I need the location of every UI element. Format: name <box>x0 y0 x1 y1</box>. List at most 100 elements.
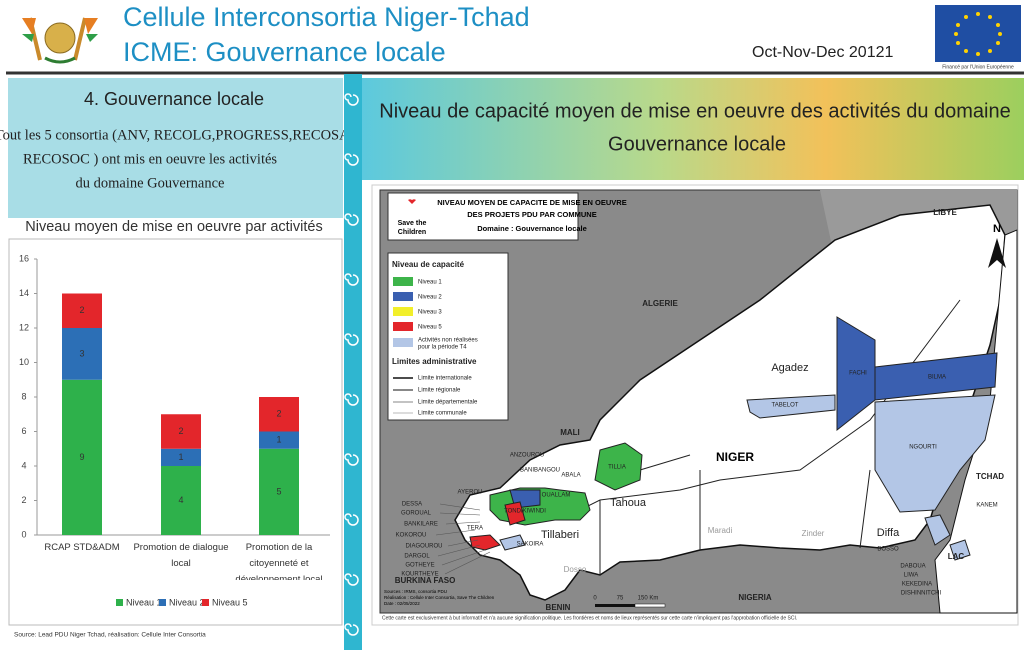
bar-segment <box>259 431 299 449</box>
panel-box <box>8 78 343 218</box>
bar-segment <box>161 466 201 535</box>
map-label: LIBYE <box>933 208 957 217</box>
map-title: DES PROJETS PDU PAR COMMUNE <box>467 210 596 219</box>
legend-label: Niveau 3 <box>418 310 442 316</box>
y-tick-label: 10 <box>19 357 29 367</box>
bar-segment <box>161 448 201 466</box>
y-tick-label: 6 <box>21 426 26 436</box>
legend-swatch <box>202 599 209 606</box>
map-label: ALGERIE <box>642 299 678 308</box>
scale-label: 0 <box>593 596 597 602</box>
panel-text: du domaine Gouvernance <box>76 175 225 191</box>
map-label: BANKILARE <box>404 522 438 528</box>
map-legend-title: Niveau de capacité <box>392 260 465 269</box>
map-label: BURKINA FASO <box>395 576 456 585</box>
legend-swatch <box>159 599 166 606</box>
panel-text: RECOSOC ) ont mis en oeuvre les activité… <box>23 151 277 167</box>
decor-strip <box>344 74 362 650</box>
value-label: 1 <box>178 452 183 462</box>
y-tick-label: 16 <box>19 253 29 263</box>
y-tick-label: 12 <box>19 322 29 332</box>
map-label: GOTHEYE <box>405 563 434 569</box>
value-label: 2 <box>79 305 84 315</box>
scale-label: 75 <box>617 596 624 602</box>
map-label: Maradi <box>708 526 733 535</box>
legend-label: Niveau 2 <box>169 597 205 607</box>
value-label: 3 <box>79 348 84 358</box>
bar-segment <box>62 328 102 380</box>
map-label: Zinder <box>802 529 825 538</box>
x-tick-label-box: Promotion de dialogue local <box>133 542 229 569</box>
map-label: MALI <box>560 428 580 437</box>
y-tick-label: 2 <box>21 495 26 505</box>
eu-flag <box>935 5 1021 62</box>
bar-segment <box>62 293 102 328</box>
y-tick-label: 8 <box>21 391 26 401</box>
map-label: NGOURTI <box>909 445 937 451</box>
legend-swatch <box>393 277 413 286</box>
map-label: TONDIKIWINDI <box>504 509 546 515</box>
map-label: TCHAD <box>976 472 1004 481</box>
y-tick-label: 4 <box>21 460 26 470</box>
legend-swatch <box>393 322 413 331</box>
chart-title: Niveau moyen de mise en oeuvre par activ… <box>25 219 322 235</box>
funder: Financé par l'Union Européenne <box>942 64 1014 70</box>
map-label: BILMA <box>928 375 946 381</box>
map-title: NIVEAU MOYEN DE CAPACITE DE MISE EN OEUV… <box>437 198 626 207</box>
map-label: DESSA <box>402 502 422 508</box>
y-tick-label: 14 <box>19 288 29 298</box>
value-label: 5 <box>276 486 281 496</box>
map-label: ABALA <box>561 473 580 479</box>
legend-swatch <box>393 338 413 347</box>
map-panel-title: Gouvernance locale <box>608 133 786 155</box>
map-label: TERA <box>467 526 483 532</box>
x-tick-label: RCAP STD&ADM <box>44 542 120 553</box>
legend-label: Limite départementale <box>418 400 478 406</box>
legend-swatch <box>393 307 413 316</box>
scale-label: 150 Km <box>638 596 659 602</box>
map-label: Diffa <box>877 527 900 539</box>
value-label: 4 <box>178 495 183 505</box>
map-label: ANZOUROU <box>510 453 544 459</box>
x-tick-label: Promotion de dialogue local <box>133 542 229 569</box>
legend-label: pour la période T4 <box>418 345 467 351</box>
map-label: FACHI <box>849 371 867 377</box>
bar-segment <box>62 379 102 535</box>
y-tick-label: 0 <box>21 529 26 539</box>
map-label: KOURTHEYE <box>401 572 438 578</box>
map-labels: LIBYE ALGERIE MALI NIGER TCHAD KANEM NIGERIA BE… <box>395 208 1005 612</box>
x-tick-label: Promotion de la citoyenneté et développe… <box>235 542 323 580</box>
logo-text: Save the <box>398 220 427 227</box>
logo-text: Children <box>398 229 426 236</box>
map-label: BOSSO <box>877 547 899 553</box>
credit: Sources : IRMS, consortia PDU <box>384 589 447 594</box>
value-label: 1 <box>276 435 281 445</box>
map-header <box>362 78 1024 180</box>
map-label: TABELOT <box>772 403 799 409</box>
map-label: Tillaberi <box>541 529 579 541</box>
value-label: 2 <box>276 409 281 419</box>
legend-label: Niveau 5 <box>212 597 248 607</box>
legend-label: Niveau 2 <box>418 295 442 301</box>
source: Source: Lead PDU Niger Tchad, réalisatio… <box>14 632 206 639</box>
map-label: DIAGOUROU <box>405 544 442 550</box>
disclaimer: Cette carte est exclusivement à but info… <box>382 615 797 621</box>
map-label: LIWA <box>904 573 918 579</box>
value-label: 2 <box>178 426 183 436</box>
legend-swatch <box>393 292 413 301</box>
admin-title: Limites administrative <box>392 357 477 366</box>
x-tick-label-box: RCAP STD&ADM <box>44 542 120 553</box>
map-label: KOKOROU <box>396 533 427 539</box>
map-label: DISHINNITCHI <box>901 591 942 597</box>
period: Oct-Nov-Dec 20121 <box>752 44 893 61</box>
map-label: TILLIA <box>608 465 626 471</box>
legend-label: Limite internationale <box>418 376 472 382</box>
map-label: GOROUAL <box>401 511 432 517</box>
x-tick-label-box: Promotion de la citoyenneté et développe… <box>235 542 323 580</box>
header-title: Cellule Interconsortia Niger-Tchad <box>123 2 530 32</box>
map-label: NIGERIA <box>738 593 772 602</box>
credit: Réalisation : Cellule Inter Consortia, S… <box>384 595 495 600</box>
bar-segment <box>259 397 299 432</box>
